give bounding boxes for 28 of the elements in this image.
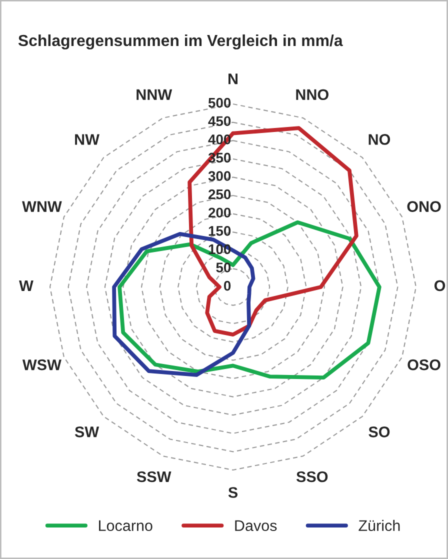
spoke-label: SO xyxy=(368,426,390,438)
y-tick-label: 500 xyxy=(208,98,231,108)
y-tick-label: 200 xyxy=(208,208,231,218)
spoke-label: W xyxy=(19,280,34,291)
spoke-label: S xyxy=(228,487,238,498)
spoke-label: WNW xyxy=(22,201,62,212)
spoke-label: SSW xyxy=(136,471,172,482)
spoke-label: N xyxy=(228,74,238,84)
legend-label: Davos xyxy=(235,520,277,532)
y-tick-label: 150 xyxy=(208,226,231,236)
spoke-label: SW xyxy=(74,426,100,438)
chart-title: Schlagregensummen im Vergleich in mm/a xyxy=(18,34,343,50)
spoke-label: NNW xyxy=(136,89,172,100)
spoke-label: SSO xyxy=(296,471,328,482)
legend-label: Locarno xyxy=(99,520,152,532)
spoke-label: NO xyxy=(368,134,390,145)
y-tick-label: 0 xyxy=(224,280,231,291)
spoke-label: WSW xyxy=(22,359,62,370)
spoke-label: O xyxy=(434,280,446,292)
spoke-label: OSO xyxy=(408,359,440,370)
y-tick-label: 250 xyxy=(208,189,231,200)
spoke-label: NW xyxy=(75,134,100,145)
spoke-label: ONO xyxy=(407,201,441,212)
y-tick-label: 50 xyxy=(216,262,231,272)
y-tick-label: 300 xyxy=(208,171,231,181)
y-tick-label: 450 xyxy=(208,116,231,126)
legend-label: Zürich xyxy=(358,520,400,532)
spoke-label: NNO xyxy=(296,89,328,100)
